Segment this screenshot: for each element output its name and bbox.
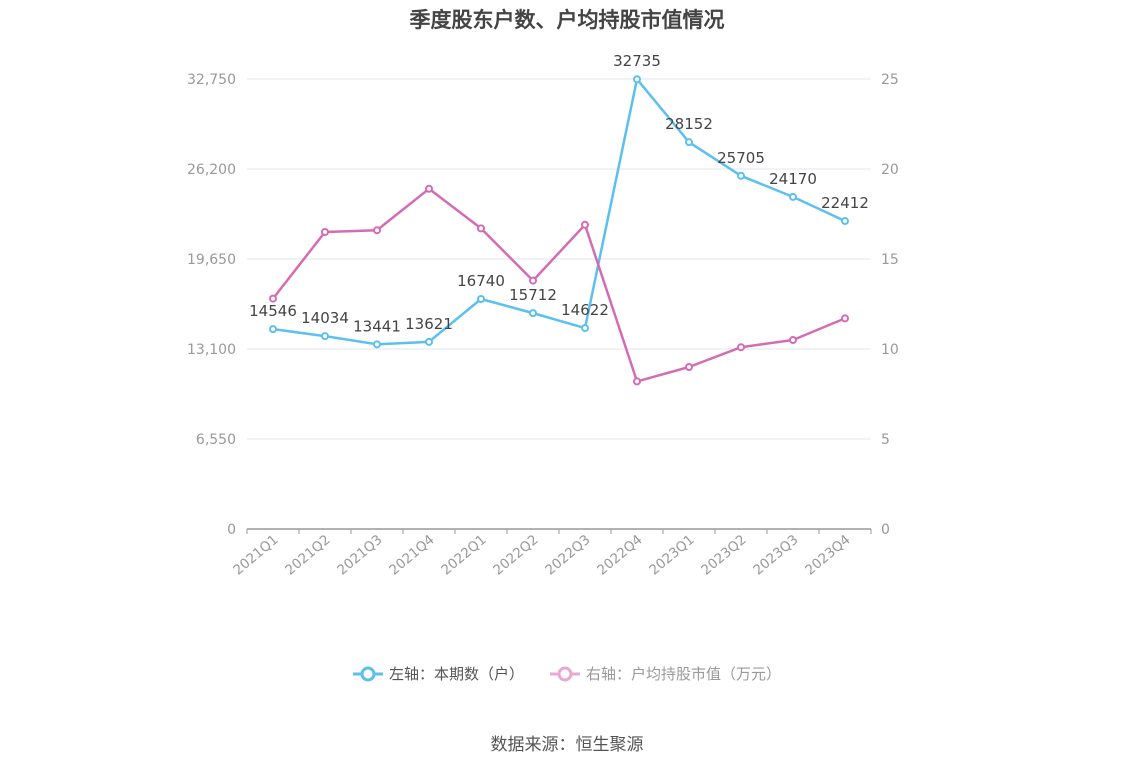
data-point-left [789, 192, 797, 201]
data-point-right [269, 294, 277, 303]
y-right-tick-label: 25 [881, 72, 899, 88]
x-tick-label: 2021Q4 [386, 532, 437, 579]
data-point-right [737, 343, 745, 352]
y-right-tick-label: 20 [881, 162, 899, 178]
x-tick-label: 2023Q3 [750, 532, 801, 579]
x-tick-label: 2022Q1 [438, 532, 489, 579]
chart-legend: 左轴：本期数（户） 右轴：户均持股市值（万元） [0, 663, 1134, 684]
data-point-right [477, 224, 485, 233]
data-point-right [633, 377, 641, 386]
data-point-left [529, 309, 537, 318]
series-line-left [272, 77, 846, 346]
data-point-left [477, 294, 485, 303]
x-tick-label: 2022Q4 [594, 532, 645, 579]
data-point-left [633, 75, 641, 84]
data-label: 14622 [561, 301, 609, 319]
legend-item-right[interactable]: 右轴：户均持股市值（万元） [550, 663, 781, 684]
data-label: 14546 [249, 302, 297, 320]
data-label: 16740 [457, 272, 505, 290]
data-label: 13441 [353, 317, 401, 335]
y-left-tick-label: 6,550 [196, 432, 236, 448]
legend-label-left: 左轴：本期数（户） [388, 665, 524, 683]
x-tick-label: 2023Q4 [802, 532, 853, 579]
data-point-left [581, 324, 589, 333]
x-tick-label: 2022Q3 [542, 532, 593, 579]
y-left-tick-label: 26,200 [187, 162, 236, 178]
y-left-tick-label: 0 [227, 522, 236, 538]
x-tick-label: 2021Q2 [282, 532, 333, 579]
data-label: 22412 [821, 194, 869, 212]
y-left-tick-label: 19,650 [187, 252, 236, 268]
x-tick-label: 2023Q1 [646, 532, 697, 579]
y-left-tick-label: 13,100 [187, 342, 236, 358]
x-tick-label: 2021Q1 [230, 532, 281, 579]
data-point-right [529, 276, 537, 285]
data-label: 32735 [613, 52, 661, 70]
legend-marker-right-icon [550, 666, 580, 681]
data-point-left [737, 171, 745, 180]
y-right-tick-label: 10 [881, 342, 899, 358]
data-label: 13621 [405, 315, 453, 333]
data-label: 15712 [509, 286, 557, 304]
data-point-right [425, 184, 433, 193]
data-point-right [321, 228, 329, 236]
data-point-right [373, 226, 381, 235]
data-point-left [425, 337, 433, 346]
legend-label-right: 右轴：户均持股市值（万元） [586, 665, 782, 683]
data-point-right [581, 220, 589, 229]
data-label: 25705 [717, 149, 765, 167]
data-point-left [841, 217, 849, 226]
data-point-left [685, 138, 693, 147]
data-label: 28152 [665, 115, 713, 133]
y-right-tick-label: 15 [881, 252, 899, 268]
y-right-tick-label: 5 [881, 432, 890, 448]
legend-marker-left-icon [352, 666, 383, 681]
data-point-right [789, 336, 797, 344]
y-left-tick-label: 32,750 [187, 72, 236, 88]
data-label: 24170 [769, 170, 817, 188]
legend-item-left[interactable]: 左轴：本期数（户） [352, 663, 524, 684]
data-point-right [685, 363, 693, 371]
data-point-right [841, 314, 849, 323]
data-point-left [269, 325, 277, 334]
x-tick-label: 2023Q2 [698, 532, 749, 579]
x-tick-label: 2021Q3 [334, 532, 385, 579]
series-line-right [272, 187, 846, 383]
chart-title: 季度股东户数、户均持股市值情况 [409, 8, 725, 32]
x-tick-label: 2022Q2 [490, 532, 541, 579]
y-right-tick-label: 0 [881, 522, 890, 538]
data-label: 14034 [301, 309, 349, 327]
source-note: 数据来源：恒生聚源 [490, 735, 644, 755]
data-point-left [373, 340, 381, 349]
data-point-left [321, 332, 329, 341]
